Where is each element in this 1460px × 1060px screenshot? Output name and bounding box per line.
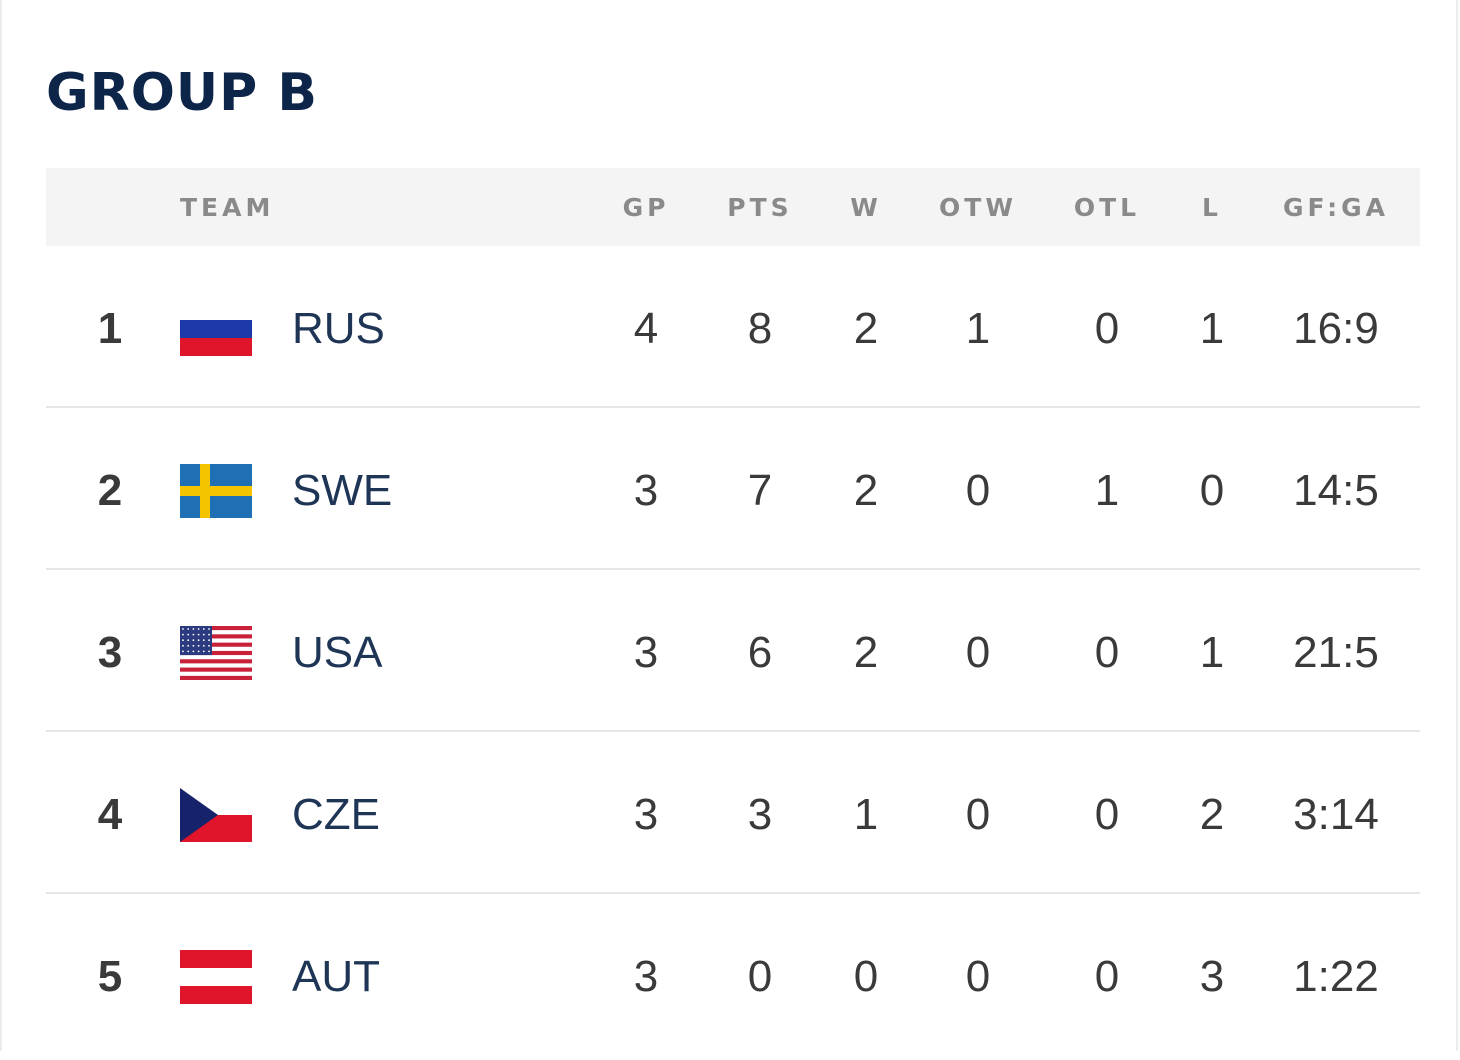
russia-flag-icon [180, 302, 252, 356]
otl-cell: 0 [1094, 628, 1120, 677]
l-cell: 1 [1199, 304, 1225, 353]
row-divider [46, 568, 1420, 570]
l-cell: 1 [1199, 628, 1225, 677]
column-header-gfga[interactable]: GF:GA [1282, 193, 1390, 222]
gfga-cell: 14:5 [1293, 466, 1379, 515]
table-row-swe[interactable]: 2 SWE 3 7 2 0 1 0 14:5 [46, 408, 1420, 570]
otw-cell: 1 [965, 304, 991, 353]
table-row-rus[interactable]: 1 RUS 4 8 2 1 0 1 16:9 [46, 246, 1420, 408]
gp-cell: 3 [633, 628, 659, 677]
rank-cell: 3 [97, 628, 123, 677]
team-name[interactable]: SWE [292, 466, 393, 515]
l-cell: 0 [1199, 466, 1225, 515]
column-header-otw[interactable]: OTW [939, 193, 1017, 222]
otw-cell: 0 [965, 628, 991, 677]
rank-cell: 4 [97, 790, 123, 839]
gfga-cell: 21:5 [1293, 628, 1379, 677]
w-cell: 0 [853, 952, 879, 1001]
column-header-l[interactable]: L [1202, 193, 1222, 222]
otl-cell: 0 [1094, 952, 1120, 1001]
rank-cell: 1 [97, 304, 123, 353]
group-title: GROUP B [46, 63, 319, 123]
row-divider [46, 730, 1420, 732]
otw-cell: 0 [965, 952, 991, 1001]
table-row-aut[interactable]: 5 AUT 3 0 0 0 0 3 1:22 [46, 894, 1420, 1056]
gp-cell: 3 [633, 790, 659, 839]
column-header-otl[interactable]: OTL [1073, 193, 1141, 222]
row-divider [46, 406, 1420, 408]
gfga-cell: 16:9 [1293, 304, 1379, 353]
team-name[interactable]: AUT [292, 952, 380, 1001]
otl-cell: 1 [1094, 466, 1120, 515]
column-header-gp[interactable]: GP [622, 193, 670, 222]
column-header-w[interactable]: W [850, 193, 882, 222]
table-header: TEAM GP PTS W OTW OTL L GF:GA [46, 168, 1420, 246]
w-cell: 2 [853, 304, 879, 353]
l-cell: 2 [1199, 790, 1225, 839]
pts-cell: 6 [747, 628, 773, 677]
gfga-cell: 1:22 [1293, 952, 1379, 1001]
otw-cell: 0 [965, 466, 991, 515]
w-cell: 1 [853, 790, 879, 839]
table-row-cze[interactable]: 4 CZE 3 3 1 0 0 2 3:14 [46, 732, 1420, 894]
pts-cell: 3 [747, 790, 773, 839]
pts-cell: 7 [747, 466, 773, 515]
sweden-flag-icon [180, 464, 252, 518]
usa-flag-icon [180, 626, 252, 680]
gp-cell: 3 [633, 952, 659, 1001]
austria-flag-icon [180, 950, 252, 1004]
team-name[interactable]: RUS [292, 304, 385, 353]
column-header-team[interactable]: TEAM [180, 193, 275, 222]
w-cell: 2 [853, 628, 879, 677]
pts-cell: 0 [747, 952, 773, 1001]
team-name[interactable]: CZE [292, 790, 380, 839]
czech-flag-icon [180, 788, 252, 842]
table-row-usa[interactable]: 3 USA 3 6 2 0 0 1 21:5 [46, 570, 1420, 732]
column-header-pts[interactable]: PTS [727, 193, 793, 222]
w-cell: 2 [853, 466, 879, 515]
rank-cell: 5 [97, 952, 123, 1001]
team-name[interactable]: USA [292, 628, 383, 677]
rank-cell: 2 [97, 466, 123, 515]
l-cell: 3 [1199, 952, 1225, 1001]
otw-cell: 0 [965, 790, 991, 839]
gfga-cell: 3:14 [1293, 790, 1379, 839]
row-divider [46, 892, 1420, 894]
otl-cell: 0 [1094, 790, 1120, 839]
pts-cell: 8 [747, 304, 773, 353]
gp-cell: 4 [633, 304, 659, 353]
gp-cell: 3 [633, 466, 659, 515]
otl-cell: 0 [1094, 304, 1120, 353]
